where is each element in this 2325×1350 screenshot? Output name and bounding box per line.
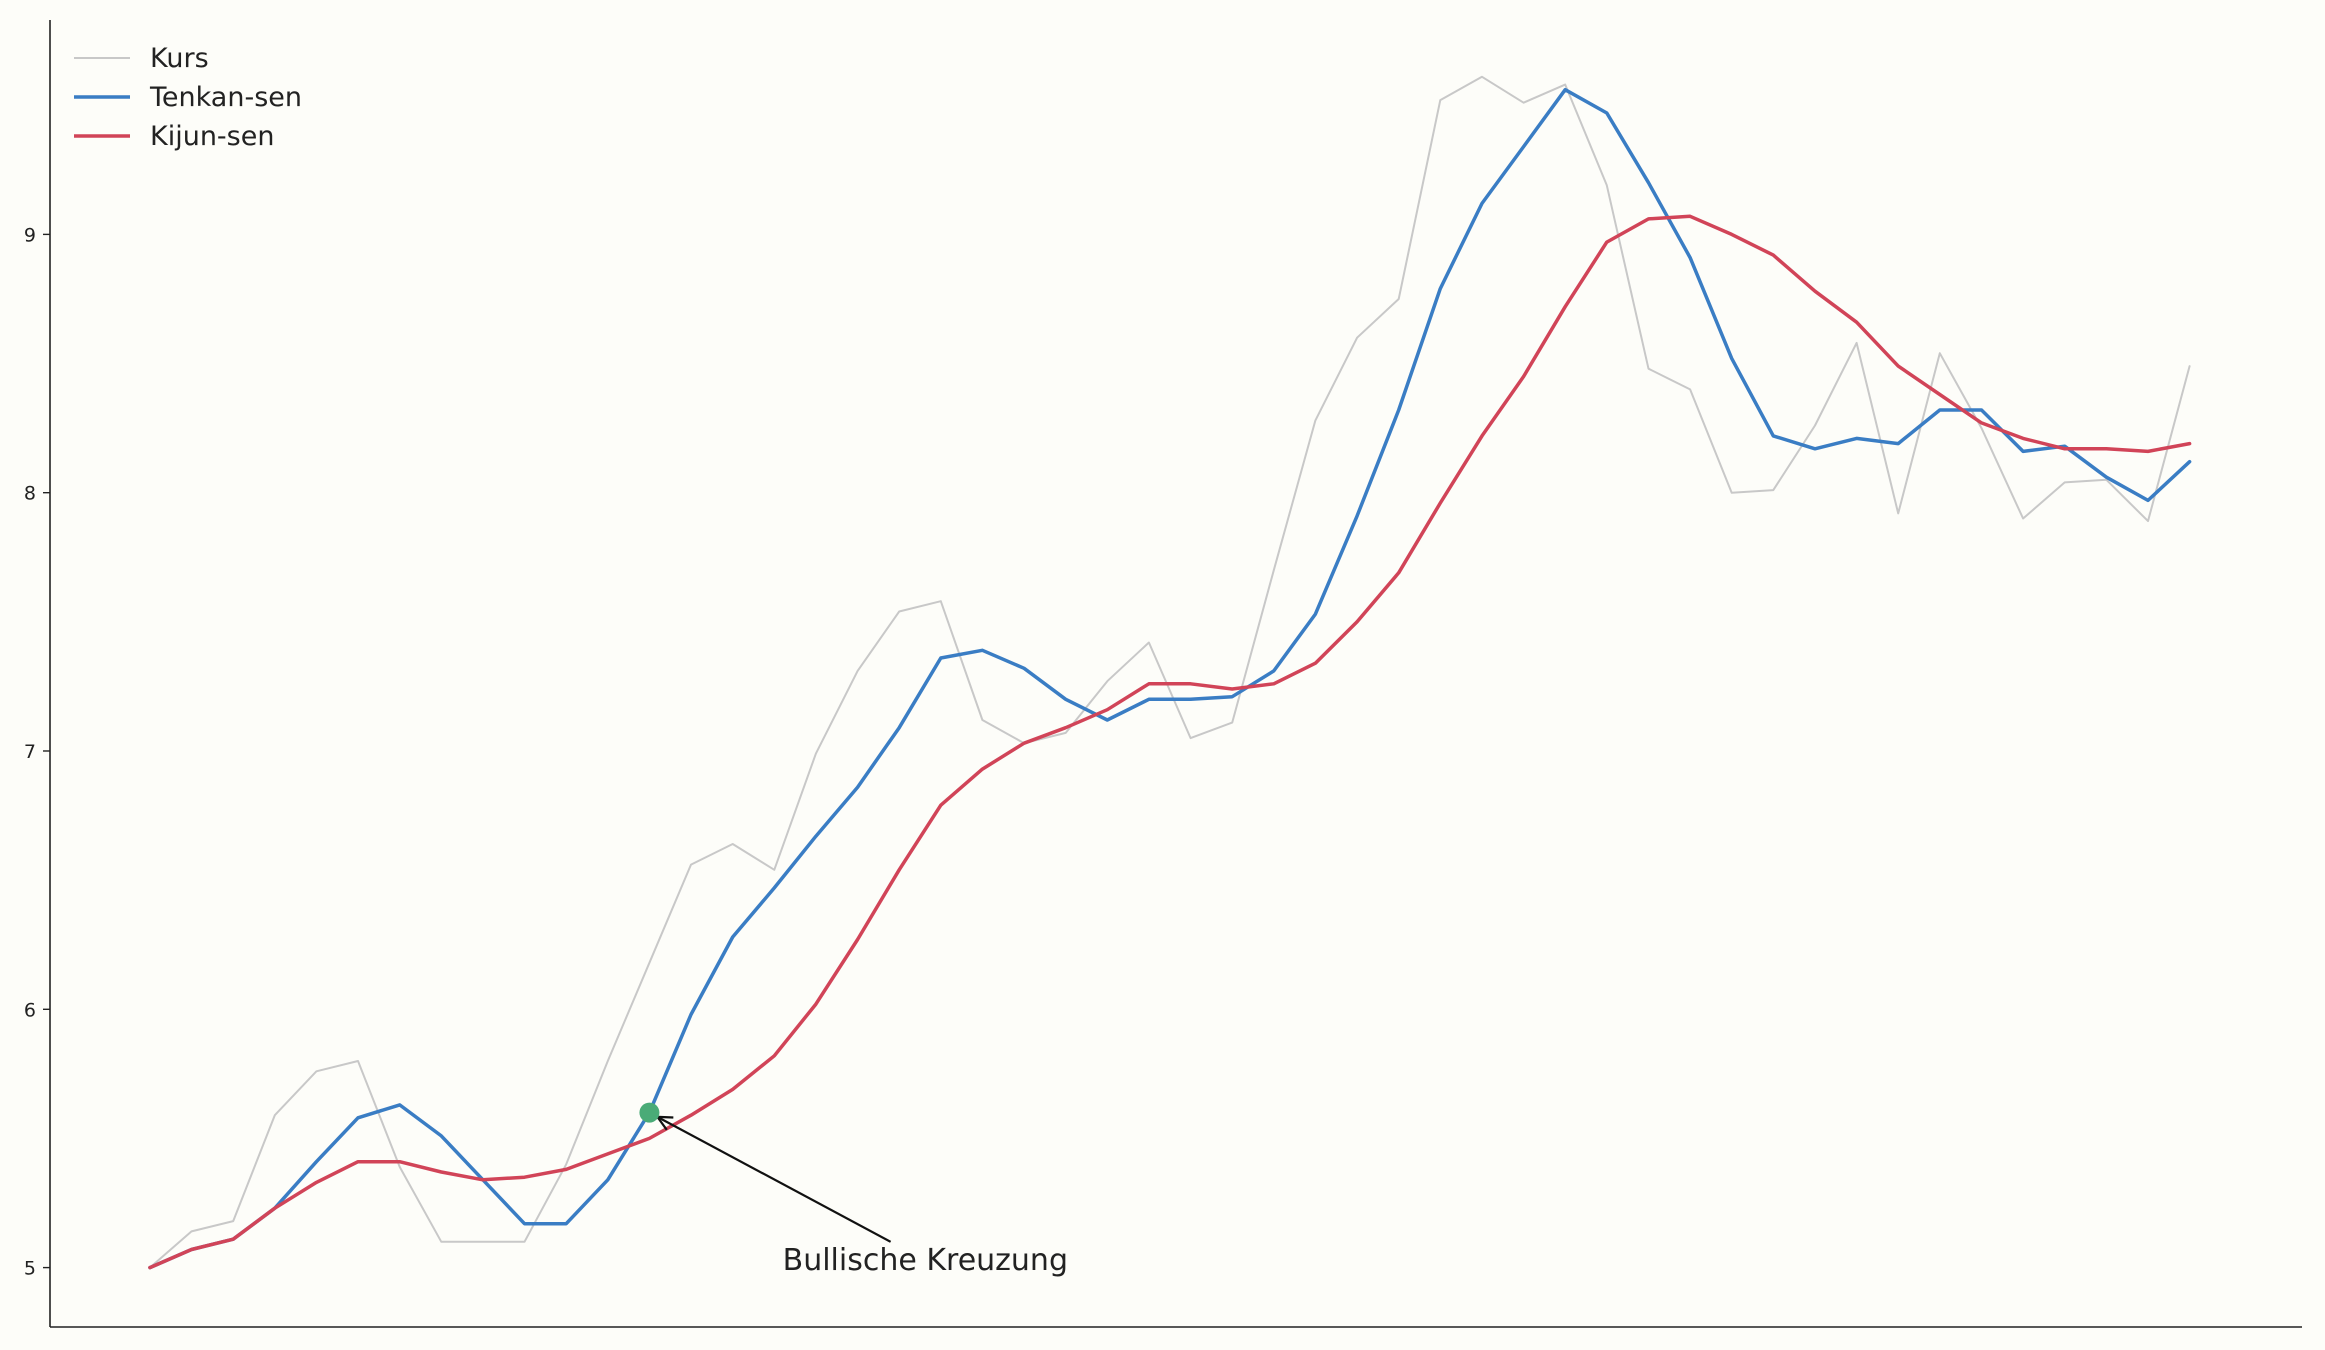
legend: Kurs Tenkan-sen Kijun-sen	[74, 43, 302, 152]
series-line-kurs	[148, 75, 2191, 1269]
crossover-marker	[639, 1102, 660, 1123]
annotation: Bullische Kreuzung	[639, 1102, 1068, 1278]
annotation-arrow	[656, 1115, 892, 1243]
annotation-label: Bullische Kreuzung	[783, 1243, 1068, 1278]
legend-label-kurs: Kurs	[150, 43, 209, 74]
series-line-kijun-sen	[148, 214, 2192, 1270]
y-tick-label: 8	[24, 483, 36, 505]
legend-label-tenkan-sen: Tenkan-sen	[149, 82, 302, 113]
legend-label-kijun-sen: Kijun-sen	[150, 121, 274, 152]
y-tick-label: 6	[24, 999, 36, 1021]
y-tick-label: 5	[24, 1258, 36, 1280]
y-tick-label: 9	[24, 224, 36, 246]
series-layer	[148, 75, 2192, 1270]
axes: 5 6 7 8 9	[24, 20, 2302, 1328]
y-tick-label: 7	[24, 741, 36, 763]
series-line-tenkan-sen	[148, 87, 2192, 1270]
